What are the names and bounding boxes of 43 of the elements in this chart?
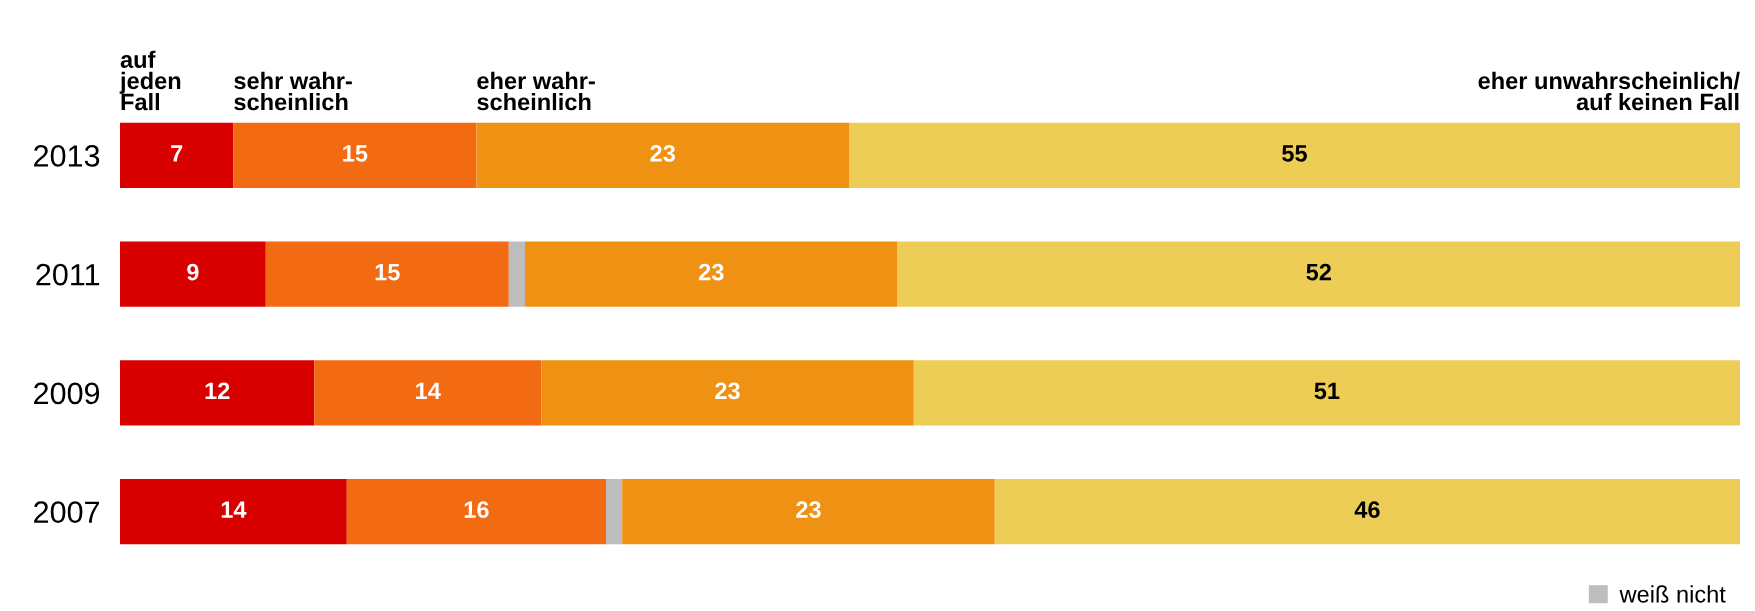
bar [265,241,509,307]
data-label: 51 [1314,382,1340,400]
data-label: 14 [416,382,441,399]
data-label: 7 [171,145,183,162]
data-label: 55 [1282,145,1307,162]
series-label: eher wahr- scheinlich [477,71,595,111]
data-label: 15 [375,263,400,281]
y-tick-label: 2013 [34,145,100,167]
series-label: auf jeden Fall [119,50,181,111]
legend-label: weiß nicht [1619,585,1726,603]
bar [346,478,606,545]
data-label: 23 [698,263,724,281]
data-label: 52 [1306,263,1331,281]
data-label: 23 [715,382,740,400]
bar [622,478,995,545]
data-label: 9 [187,263,199,281]
series-label: sehr wahr- scheinlich [234,71,352,111]
bar [120,478,347,545]
data-label: 14 [221,501,247,518]
series-label: eher unwahrscheinlich/ auf keinen Fall [1478,71,1740,111]
data-label: 12 [205,382,230,399]
bar [120,360,315,426]
data-label: 46 [1354,501,1380,518]
bar [994,478,1740,545]
y-tick-label: 2007 [34,501,100,523]
bar [508,241,525,307]
bar [233,122,477,189]
data-label: 23 [650,144,675,162]
data-label: 23 [796,501,821,518]
bar [913,360,1740,426]
bar [120,122,234,189]
y-tick-label: 2011 [36,263,100,286]
bar [606,478,623,545]
y-tick-label: 2009 [34,382,100,405]
data-label: 15 [343,145,368,162]
bar [897,241,1740,307]
bar [849,122,1740,189]
bar [120,241,266,307]
bar [476,122,849,189]
bar [525,241,898,307]
bar [314,360,542,426]
bar [541,360,914,426]
data-label: 16 [464,501,489,518]
